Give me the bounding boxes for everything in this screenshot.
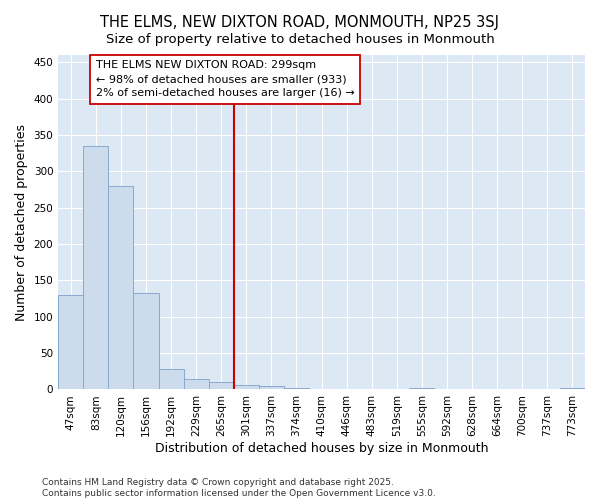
Bar bbox=[83, 146, 109, 390]
Bar bbox=[284, 388, 309, 390]
Bar bbox=[209, 382, 234, 390]
Bar bbox=[158, 369, 184, 390]
Y-axis label: Number of detached properties: Number of detached properties bbox=[15, 124, 28, 320]
Bar bbox=[133, 293, 158, 390]
Bar bbox=[184, 378, 209, 390]
Text: Size of property relative to detached houses in Monmouth: Size of property relative to detached ho… bbox=[106, 32, 494, 46]
Bar bbox=[259, 386, 284, 390]
Bar bbox=[560, 388, 585, 390]
Text: THE ELMS NEW DIXTON ROAD: 299sqm
← 98% of detached houses are smaller (933)
2% o: THE ELMS NEW DIXTON ROAD: 299sqm ← 98% o… bbox=[96, 60, 355, 98]
X-axis label: Distribution of detached houses by size in Monmouth: Distribution of detached houses by size … bbox=[155, 442, 488, 455]
Bar bbox=[109, 186, 133, 390]
Text: THE ELMS, NEW DIXTON ROAD, MONMOUTH, NP25 3SJ: THE ELMS, NEW DIXTON ROAD, MONMOUTH, NP2… bbox=[101, 15, 499, 30]
Text: Contains HM Land Registry data © Crown copyright and database right 2025.
Contai: Contains HM Land Registry data © Crown c… bbox=[42, 478, 436, 498]
Bar bbox=[58, 295, 83, 390]
Bar bbox=[234, 385, 259, 390]
Bar bbox=[409, 388, 434, 390]
